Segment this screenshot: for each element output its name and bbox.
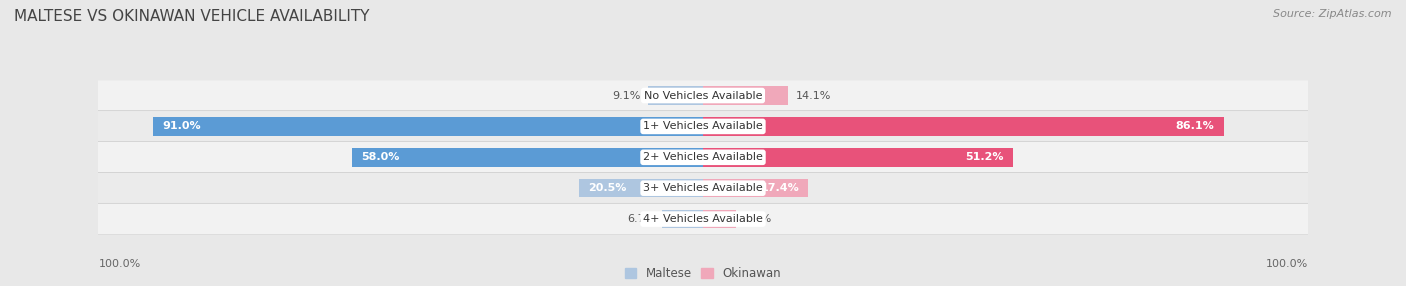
- Bar: [153, 117, 703, 136]
- Text: Source: ZipAtlas.com: Source: ZipAtlas.com: [1274, 9, 1392, 19]
- Text: 4+ Vehicles Available: 4+ Vehicles Available: [643, 214, 763, 224]
- Text: 51.2%: 51.2%: [965, 152, 1004, 162]
- Bar: [579, 179, 703, 197]
- Text: 100.0%: 100.0%: [98, 259, 141, 269]
- FancyBboxPatch shape: [93, 111, 1313, 142]
- Text: 86.1%: 86.1%: [1175, 122, 1215, 131]
- Text: 20.5%: 20.5%: [588, 183, 627, 193]
- Bar: [703, 86, 789, 105]
- Text: 1+ Vehicles Available: 1+ Vehicles Available: [643, 122, 763, 131]
- FancyBboxPatch shape: [93, 203, 1313, 235]
- Bar: [703, 210, 737, 228]
- Bar: [703, 179, 808, 197]
- Bar: [353, 148, 703, 166]
- Bar: [703, 148, 1012, 166]
- FancyBboxPatch shape: [93, 172, 1313, 204]
- Bar: [662, 210, 703, 228]
- FancyBboxPatch shape: [93, 80, 1313, 111]
- Legend: Maltese, Okinawan: Maltese, Okinawan: [624, 267, 782, 280]
- Text: 5.5%: 5.5%: [744, 214, 772, 224]
- Bar: [703, 117, 1223, 136]
- Text: 6.7%: 6.7%: [627, 214, 655, 224]
- Text: 14.1%: 14.1%: [796, 91, 831, 100]
- Text: 3+ Vehicles Available: 3+ Vehicles Available: [643, 183, 763, 193]
- Text: 17.4%: 17.4%: [761, 183, 799, 193]
- FancyBboxPatch shape: [93, 142, 1313, 173]
- Text: 58.0%: 58.0%: [361, 152, 399, 162]
- Text: No Vehicles Available: No Vehicles Available: [644, 91, 762, 100]
- Text: MALTESE VS OKINAWAN VEHICLE AVAILABILITY: MALTESE VS OKINAWAN VEHICLE AVAILABILITY: [14, 9, 370, 23]
- Bar: [648, 86, 703, 105]
- Text: 91.0%: 91.0%: [162, 122, 201, 131]
- Text: 9.1%: 9.1%: [613, 91, 641, 100]
- Text: 2+ Vehicles Available: 2+ Vehicles Available: [643, 152, 763, 162]
- Text: 100.0%: 100.0%: [1265, 259, 1308, 269]
